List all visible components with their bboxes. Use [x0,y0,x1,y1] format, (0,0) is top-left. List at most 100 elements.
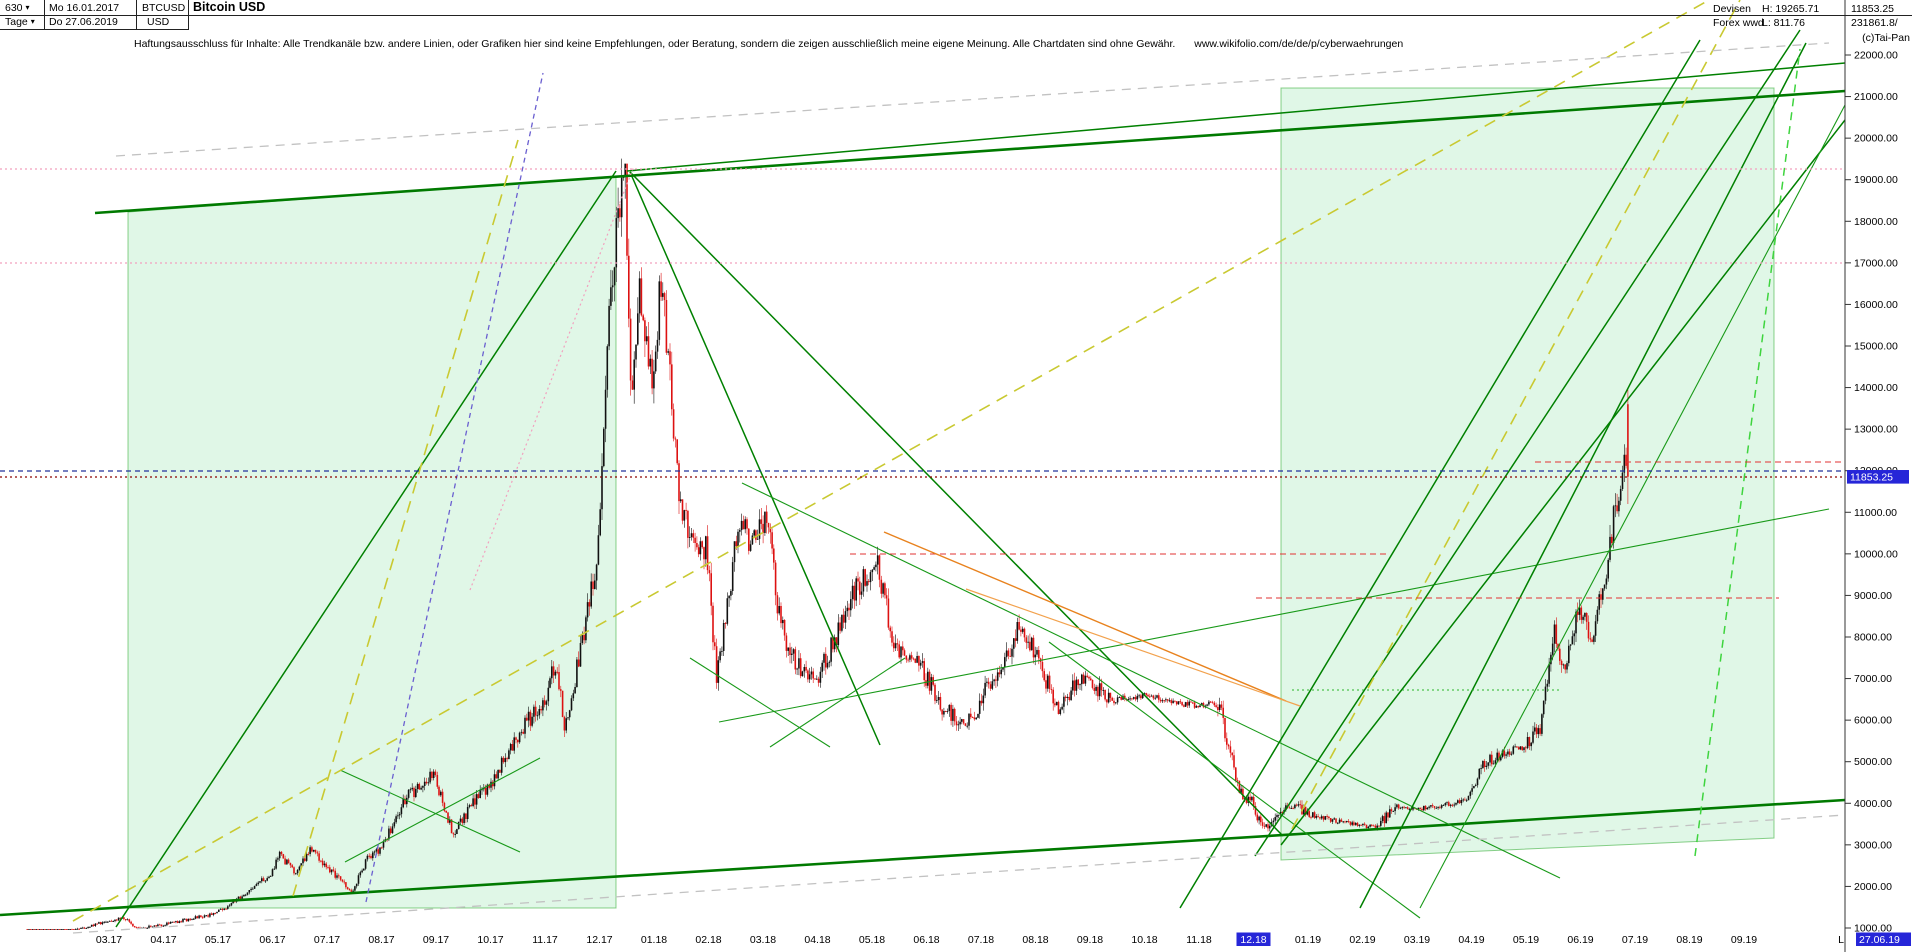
trend-line-yellow-dash [72,0,1710,922]
month-label: 01.19 [1295,934,1321,946]
trend-line-yellow-dash [1291,0,1741,830]
period-value: 630 [5,2,23,14]
price-tick-label: 9000.00 [1854,590,1892,602]
month-label: 11.18 [1186,934,1212,946]
trend-line-green-thin [1419,104,1846,909]
month-label: 06.17 [259,934,285,946]
price-tick-label: 17000.00 [1854,257,1898,269]
trend-region-2 [1280,87,1775,861]
month-label: 11.17 [532,934,558,946]
trend-line-orange [883,531,1287,702]
month-label: 08.17 [368,934,394,946]
price-tick-label: 11000.00 [1854,507,1897,519]
candle-bodies-down [26,163,1629,930]
month-label: 09.18 [1077,934,1103,946]
volume-value: 231861.8/ [1851,17,1898,29]
month-label: 06.19 [1567,934,1593,946]
period-unit-dropdown[interactable]: Tage ▾ [2,15,38,29]
category-label: Devisen [1713,3,1751,15]
month-label: 08.18 [1022,934,1048,946]
month-label: 04.18 [804,934,830,946]
period-unit: Tage [5,16,28,28]
chevron-down-icon: ▾ [25,3,30,12]
price-tick-label: 13000.00 [1854,424,1898,436]
header-vdivider-2 [136,0,137,29]
month-label: 04.19 [1458,934,1484,946]
trend-line-orange2 [965,588,1301,707]
month-label: 07.18 [968,934,994,946]
price-tick-label: 7000.00 [1854,673,1892,685]
month-label: 05.18 [859,934,885,946]
header-vdivider-1 [44,0,45,29]
month-label: 07.17 [314,934,340,946]
trend-line-green-thin [741,482,1561,879]
month-label: 03.18 [750,934,776,946]
month-label: 06.18 [913,934,939,946]
disclaimer-text: Haftungsausschluss für Inhalte: Alle Tre… [134,38,1176,50]
trend-line-green-thin [769,657,906,748]
month-label: 04.17 [150,934,176,946]
month-label: 03.17 [96,934,122,946]
price-tick-label: 3000.00 [1854,839,1892,851]
trend-line-green-med [626,62,1846,172]
month-label: 10.17 [477,934,503,946]
trend-line-green-thin [689,657,831,748]
price-tick-label: 18000.00 [1854,216,1898,228]
trend-line-green-thin [718,508,1830,723]
price-tick-label: 2000.00 [1854,881,1892,893]
trend-line-blue-dash [365,72,544,903]
trend-line-green-med [629,171,1284,837]
price-tick-label: 5000.00 [1854,756,1892,768]
period-value-dropdown[interactable]: 630 ▾ [2,1,32,15]
currency-label: USD [147,16,170,28]
price-tick-label: 10000.00 [1854,548,1898,560]
month-label: 02.18 [695,934,721,946]
disclaimer-url[interactable]: www.wikifolio.com/de/de/p/cyberwaehrunge… [1194,38,1404,50]
month-label: 05.19 [1513,934,1539,946]
header-vdivider-3 [188,0,189,29]
price-tick-label: 21000.00 [1854,91,1898,103]
price-tick-label: 22000.00 [1854,50,1898,62]
trend-line-green-thick [0,798,1846,917]
chevron-down-icon: ▾ [30,17,35,26]
price-tick-label: 19000.00 [1854,174,1898,186]
trend-line-green-thin [339,769,521,853]
price-tick-label: 8000.00 [1854,631,1892,643]
price-tick-label: 1000.00 [1854,922,1892,934]
price-tick-label: 20000.00 [1854,133,1898,145]
date-start-field[interactable]: Mo 16.01.2017 [49,2,120,14]
trend-line-green-med [115,170,617,928]
month-label: 01.18 [641,934,667,946]
highlighted-month-badge [1236,932,1271,946]
month-label: 03.19 [1404,934,1430,946]
last-date-prefix: L [1838,934,1844,946]
trend-line-green-med [1254,29,1801,857]
trend-line-gray-dash [72,814,1846,934]
month-label: 02.19 [1349,934,1375,946]
trend-line-green-med [1359,42,1807,909]
low-value: L: 811.76 [1762,17,1806,29]
month-label: 09.17 [423,934,449,946]
app-credit: (c)Tai-Pan [1862,32,1910,44]
high-value: H: 19265.71 [1762,3,1820,15]
price-tick-label: 6000.00 [1854,715,1892,727]
price-tick-label: 15000.00 [1854,340,1898,352]
trend-line-green-thick [94,89,1846,215]
chart-title: Bitcoin USD [193,0,266,14]
date-end-field[interactable]: Do 27.06.2019 [49,16,118,28]
last-price-value: 11853.25 [1851,3,1895,15]
trend-line-green-thin [1048,641,1421,919]
price-tick-label: 4000.00 [1854,798,1892,810]
price-tick-label: 16000.00 [1854,299,1898,311]
disclaimer: Haftungsausschluss für Inhalte: Alle Tre… [134,37,1403,51]
symbol-field[interactable]: BTCUSD [142,2,186,14]
month-label: 08.19 [1676,934,1702,946]
current-price-badge-label: 11853.25 [1850,471,1893,483]
header-divider [0,15,1912,16]
last-date-badge [1856,932,1911,946]
current-price-badge [1847,470,1909,484]
trend-line-green-med [629,171,881,746]
month-label-highlighted: 12.18 [1240,934,1266,946]
month-label: 10.18 [1131,934,1157,946]
